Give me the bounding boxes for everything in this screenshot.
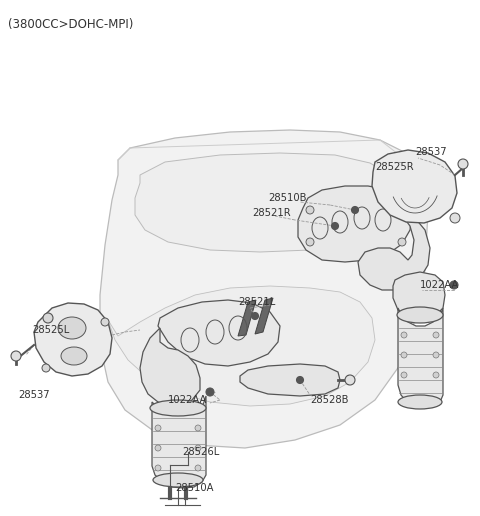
Circle shape bbox=[351, 206, 359, 214]
Text: 28510B: 28510B bbox=[268, 193, 307, 203]
Text: (3800CC>DOHC-MPI): (3800CC>DOHC-MPI) bbox=[8, 18, 133, 31]
Polygon shape bbox=[152, 396, 206, 488]
Text: 1022AA: 1022AA bbox=[168, 395, 207, 405]
Ellipse shape bbox=[150, 400, 206, 416]
Circle shape bbox=[252, 313, 259, 319]
Circle shape bbox=[11, 351, 21, 361]
Text: 28521L: 28521L bbox=[238, 297, 275, 307]
Circle shape bbox=[401, 332, 407, 338]
Circle shape bbox=[345, 375, 355, 385]
Ellipse shape bbox=[397, 307, 443, 323]
Polygon shape bbox=[240, 364, 340, 396]
Polygon shape bbox=[100, 130, 428, 448]
Polygon shape bbox=[140, 328, 200, 406]
Circle shape bbox=[195, 465, 201, 471]
Circle shape bbox=[401, 352, 407, 358]
Circle shape bbox=[101, 318, 109, 326]
Text: 28537: 28537 bbox=[415, 147, 446, 157]
Circle shape bbox=[458, 159, 468, 169]
Text: 28521R: 28521R bbox=[252, 208, 290, 218]
Circle shape bbox=[306, 206, 314, 214]
Circle shape bbox=[306, 238, 314, 246]
Text: 28525R: 28525R bbox=[375, 162, 414, 172]
Polygon shape bbox=[158, 300, 280, 366]
Polygon shape bbox=[238, 300, 256, 336]
Circle shape bbox=[297, 377, 303, 383]
Circle shape bbox=[398, 238, 406, 246]
Circle shape bbox=[433, 332, 439, 338]
Ellipse shape bbox=[398, 395, 442, 409]
Polygon shape bbox=[255, 298, 273, 334]
Circle shape bbox=[42, 364, 50, 372]
Polygon shape bbox=[393, 272, 445, 320]
Circle shape bbox=[155, 425, 161, 431]
Ellipse shape bbox=[61, 347, 87, 365]
Circle shape bbox=[195, 425, 201, 431]
Circle shape bbox=[155, 445, 161, 451]
Polygon shape bbox=[372, 150, 457, 223]
Text: 28510A: 28510A bbox=[176, 483, 214, 493]
Circle shape bbox=[155, 465, 161, 471]
Circle shape bbox=[433, 352, 439, 358]
Circle shape bbox=[396, 206, 404, 214]
Circle shape bbox=[450, 281, 458, 289]
Text: 28528B: 28528B bbox=[310, 395, 348, 405]
Circle shape bbox=[206, 388, 214, 396]
Text: 28537: 28537 bbox=[18, 390, 49, 400]
Polygon shape bbox=[358, 214, 430, 290]
Text: 1022AA: 1022AA bbox=[420, 280, 459, 290]
Circle shape bbox=[43, 313, 53, 323]
Polygon shape bbox=[298, 186, 412, 262]
Circle shape bbox=[195, 445, 201, 451]
Circle shape bbox=[433, 372, 439, 378]
Text: 28525L: 28525L bbox=[32, 325, 69, 335]
Circle shape bbox=[401, 372, 407, 378]
Polygon shape bbox=[108, 286, 375, 406]
Polygon shape bbox=[135, 153, 405, 252]
Circle shape bbox=[450, 213, 460, 223]
Text: 28526L: 28526L bbox=[182, 447, 219, 457]
Circle shape bbox=[332, 222, 338, 230]
Polygon shape bbox=[398, 308, 443, 408]
Ellipse shape bbox=[58, 317, 86, 339]
Polygon shape bbox=[34, 303, 112, 376]
Ellipse shape bbox=[153, 473, 203, 487]
